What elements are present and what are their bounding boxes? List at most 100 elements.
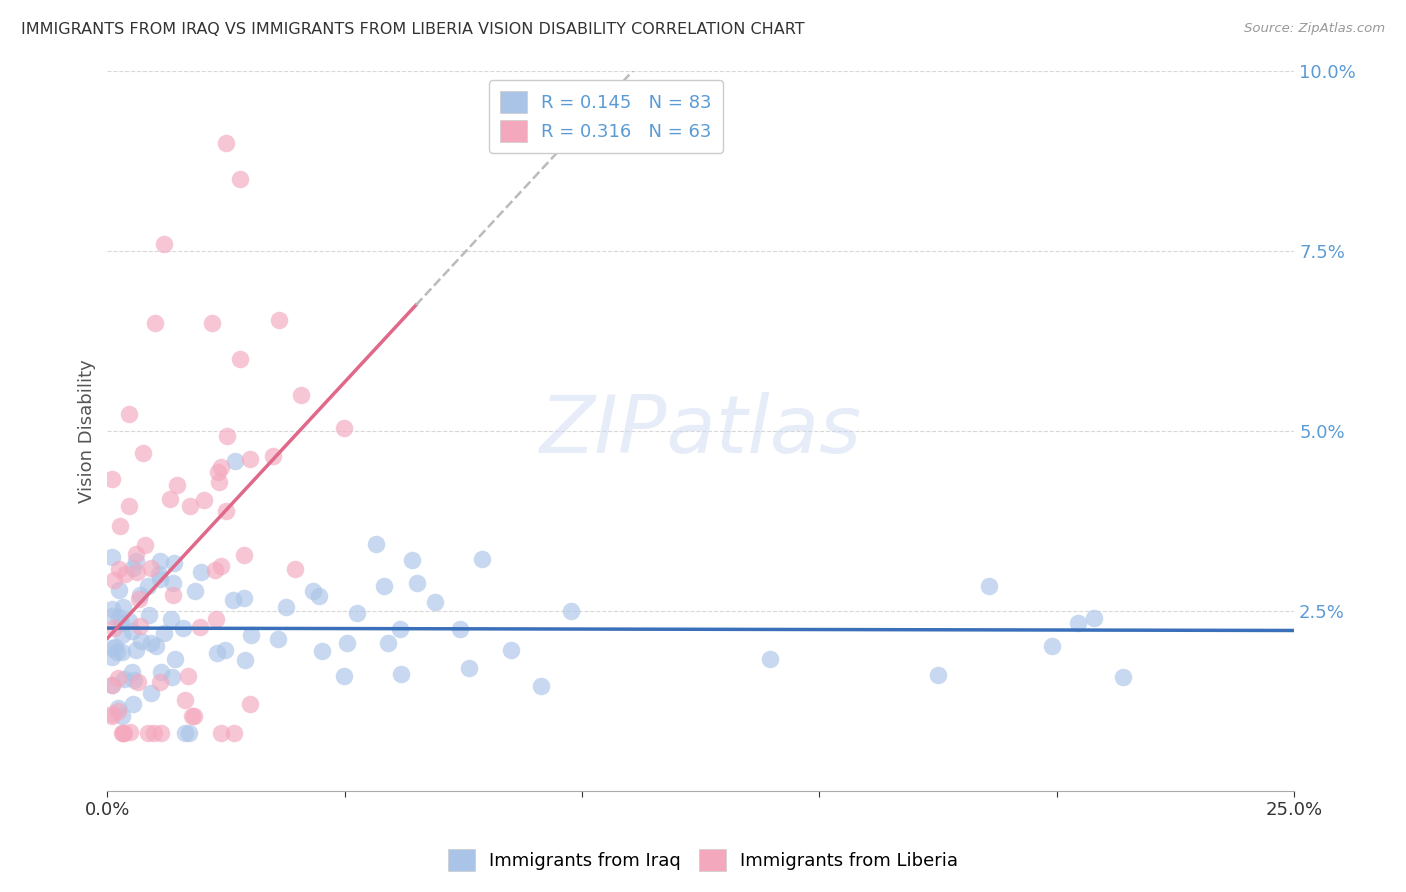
Point <box>122 561 145 575</box>
Point <box>560 604 582 618</box>
Point <box>162 670 184 684</box>
Point <box>136 579 159 593</box>
Point <box>211 726 233 740</box>
Point <box>530 679 553 693</box>
Point <box>308 590 330 604</box>
Point <box>193 493 215 508</box>
Point <box>471 551 494 566</box>
Point <box>173 693 195 707</box>
Point <box>103 621 125 635</box>
Point <box>224 726 246 740</box>
Point <box>101 472 124 486</box>
Point <box>180 709 202 723</box>
Point <box>204 612 226 626</box>
Point <box>159 491 181 506</box>
Point <box>125 547 148 561</box>
Point <box>121 624 143 639</box>
Point <box>128 588 150 602</box>
Point <box>389 667 412 681</box>
Point <box>290 388 312 402</box>
Point <box>152 625 174 640</box>
Point <box>190 565 212 579</box>
Point <box>214 503 236 517</box>
Point <box>104 640 127 654</box>
Point <box>124 643 146 657</box>
Point <box>162 575 184 590</box>
Point <box>162 588 184 602</box>
Point <box>172 621 194 635</box>
Point <box>160 612 183 626</box>
Point <box>209 460 232 475</box>
Point <box>122 673 145 687</box>
Point <box>101 678 124 692</box>
Point <box>373 579 395 593</box>
Point <box>239 698 262 712</box>
Point <box>239 628 262 642</box>
Point <box>184 584 207 599</box>
Point <box>153 236 176 251</box>
Point <box>139 560 162 574</box>
Point <box>311 644 333 658</box>
Point <box>927 667 949 681</box>
Point <box>129 634 152 648</box>
Point <box>364 537 387 551</box>
Point <box>129 619 152 633</box>
Point <box>107 671 129 685</box>
Point <box>267 313 290 327</box>
Point <box>267 632 290 646</box>
Point <box>217 428 239 442</box>
Point <box>120 725 142 739</box>
Point <box>979 579 1001 593</box>
Point <box>425 595 447 609</box>
Point <box>276 599 298 614</box>
Point <box>111 726 134 740</box>
Point <box>1040 639 1063 653</box>
Point <box>209 559 232 574</box>
Point <box>204 564 226 578</box>
Text: IMMIGRANTS FROM IRAQ VS IMMIGRANTS FROM LIBERIA VISION DISABILITY CORRELATION CH: IMMIGRANTS FROM IRAQ VS IMMIGRANTS FROM … <box>21 22 804 37</box>
Point <box>101 650 124 665</box>
Point <box>333 669 356 683</box>
Point <box>333 420 356 434</box>
Point <box>1083 611 1105 625</box>
Point <box>179 726 201 740</box>
Point <box>118 615 141 629</box>
Point <box>377 636 399 650</box>
Point <box>406 576 429 591</box>
Point <box>1066 616 1088 631</box>
Point <box>131 446 153 460</box>
Point <box>149 554 172 568</box>
Y-axis label: Vision Disability: Vision Disability <box>79 359 96 503</box>
Point <box>141 686 163 700</box>
Point <box>239 452 262 467</box>
Point <box>101 707 124 722</box>
Point <box>121 665 143 679</box>
Point <box>111 709 134 723</box>
Point <box>214 642 236 657</box>
Point <box>101 602 124 616</box>
Point <box>101 549 124 564</box>
Point <box>107 562 129 576</box>
Point <box>105 645 128 659</box>
Point <box>125 554 148 568</box>
Point <box>112 672 135 686</box>
Point <box>107 704 129 718</box>
Point <box>262 449 284 463</box>
Point <box>134 539 156 553</box>
Point <box>1112 670 1135 684</box>
Point <box>229 351 252 366</box>
Point <box>110 616 132 631</box>
Point <box>163 651 186 665</box>
Point <box>177 669 200 683</box>
Point <box>201 316 224 330</box>
Point <box>111 628 134 642</box>
Point <box>336 636 359 650</box>
Point <box>232 548 254 562</box>
Point <box>173 726 195 740</box>
Text: ZIPatlas: ZIPatlas <box>540 392 862 470</box>
Point <box>143 726 166 740</box>
Point <box>149 665 172 680</box>
Point <box>229 172 252 186</box>
Point <box>138 607 160 622</box>
Point <box>118 499 141 513</box>
